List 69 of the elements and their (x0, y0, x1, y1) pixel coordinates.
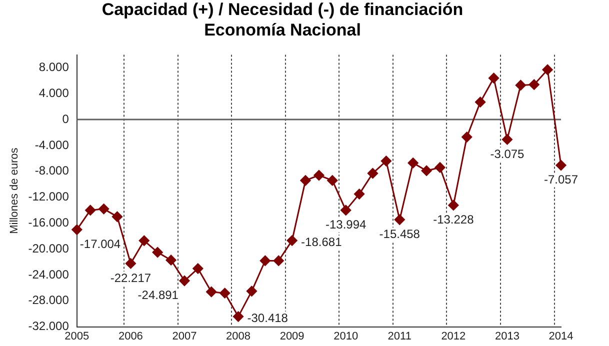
y-tick-label: -20.000 (28, 241, 70, 256)
point (354, 188, 365, 200)
point (286, 235, 298, 246)
data-label: -3.075 (490, 146, 525, 161)
data-label: -18.681 (301, 234, 342, 249)
data-label: -13.228 (433, 212, 474, 227)
point (488, 72, 500, 84)
point (179, 276, 190, 286)
point (448, 200, 459, 210)
chart-title: Capacidad (+) / Necesidad (-) de financiación Economía Nacional (102, 0, 464, 40)
point (421, 165, 432, 176)
x-tick-label: 2011 (388, 330, 412, 342)
point (475, 96, 486, 108)
point (394, 214, 405, 225)
point (556, 160, 566, 171)
x-tick-label: 2010 (334, 330, 358, 342)
data-label: -22.217 (110, 270, 152, 285)
point (220, 288, 230, 298)
y-tick-label: -12.000 (28, 190, 70, 204)
data-label: -7.057 (544, 172, 578, 187)
point (85, 204, 96, 216)
data-label: -24.891 (138, 288, 179, 302)
point (192, 263, 204, 274)
point (327, 175, 338, 186)
point (138, 235, 150, 246)
data-label: -17.004 (80, 236, 121, 251)
y-tick-label: 0 (62, 112, 70, 126)
point (166, 254, 176, 266)
x-tick-label: 2006 (118, 330, 143, 342)
point (502, 134, 512, 145)
point (125, 258, 136, 269)
x-tick-label: 2008 (226, 330, 251, 342)
point (462, 132, 472, 142)
point (314, 170, 324, 181)
point (340, 204, 352, 216)
y-axis-title: Millones de euros (8, 147, 21, 234)
x-tick-label: 2014 (548, 330, 574, 342)
data-label: -15.458 (379, 226, 420, 241)
x-tick-label: 2007 (172, 330, 197, 342)
point (206, 286, 217, 298)
point (367, 168, 378, 179)
point (300, 175, 311, 186)
point (434, 162, 446, 173)
point (233, 311, 244, 322)
x-tick-label: 2005 (64, 330, 90, 342)
point (112, 211, 122, 222)
point (246, 286, 257, 296)
x-tick-label: 2009 (280, 330, 304, 342)
point (380, 156, 392, 166)
point (72, 224, 82, 235)
y-tick-label: -16.000 (28, 215, 70, 230)
point (408, 158, 418, 168)
data-label: -30.418 (247, 310, 288, 325)
point (528, 79, 540, 90)
data-label: -13.994 (325, 218, 367, 232)
point (152, 247, 163, 258)
point (542, 64, 553, 75)
point (260, 255, 270, 266)
point (515, 80, 526, 90)
y-tick-label: -8.000 (34, 164, 70, 178)
x-tick-label: 2013 (494, 330, 520, 342)
point (98, 204, 110, 214)
y-tick-label: 4.000 (38, 86, 70, 100)
y-tick-label: 8.000 (38, 60, 70, 74)
y-tick-label: -4.000 (34, 138, 70, 152)
y-tick-label: -28.000 (28, 293, 70, 308)
y-tick-label: -24.000 (28, 267, 70, 282)
x-tick-label: 2012 (441, 330, 466, 342)
point (273, 255, 284, 266)
